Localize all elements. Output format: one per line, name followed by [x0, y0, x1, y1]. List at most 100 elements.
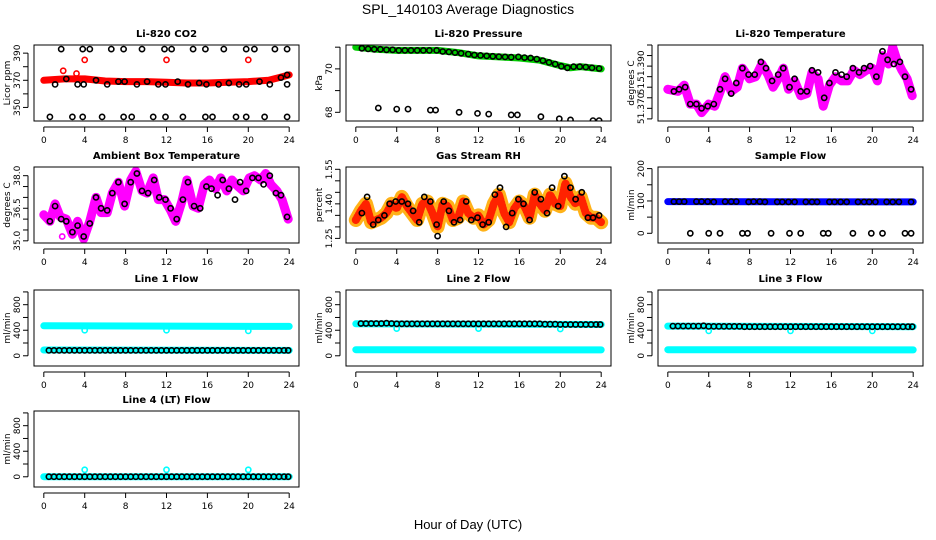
data-point — [785, 198, 792, 206]
data-point — [496, 184, 504, 192]
data-point — [721, 198, 729, 205]
x-tick-label: 0 — [41, 258, 47, 268]
data-point — [675, 85, 683, 93]
x-tick-label: 24 — [283, 502, 295, 512]
data-point — [415, 218, 423, 226]
data-point — [260, 180, 267, 188]
panel-title: Line 4 (LT) Flow — [122, 395, 210, 406]
y-axis: 1.25 1.40 1.55 — [325, 159, 341, 248]
plot-frame — [33, 44, 300, 122]
data-point — [716, 229, 724, 237]
panel-7: Line 2 Flow ml/min 0 4 8 12 16 20 24 0 400 800 — [315, 274, 612, 391]
data-point — [283, 213, 291, 221]
data-point — [554, 202, 562, 210]
data-point — [420, 193, 428, 201]
data-point — [791, 75, 798, 83]
data-point — [121, 78, 128, 85]
data-point — [425, 47, 433, 54]
data-point — [507, 111, 515, 119]
data-point — [393, 105, 401, 113]
data-point — [589, 214, 597, 222]
x-tick-label: 12 — [473, 381, 484, 391]
data-point — [280, 473, 288, 481]
y-tick-label: 100 — [637, 192, 647, 209]
data-point — [92, 76, 100, 84]
data-point — [248, 174, 256, 182]
data-point — [837, 198, 844, 206]
panel-title: Line 1 Flow — [135, 274, 199, 285]
data-point — [596, 321, 604, 328]
x-tick-label: 12 — [473, 136, 484, 146]
data-point — [786, 229, 793, 237]
x-tick-label: 24 — [283, 258, 295, 268]
data-point — [495, 53, 503, 61]
data-point — [277, 74, 285, 81]
data-point — [866, 62, 874, 70]
plot-area — [40, 45, 293, 121]
data-point — [854, 198, 862, 206]
y-axis: 0 400 800 — [325, 291, 341, 359]
data-point — [409, 207, 417, 215]
data-point — [150, 176, 158, 184]
data-point — [209, 113, 216, 121]
data-point — [398, 198, 406, 205]
data-point — [383, 46, 390, 54]
y-tick-label: 800 — [13, 296, 23, 313]
y-tick-label: 350 — [13, 99, 23, 116]
panel-title: Line 2 Flow — [447, 274, 511, 285]
data-point — [201, 113, 209, 121]
data-point — [595, 65, 603, 72]
data-point — [184, 178, 192, 186]
y-tick-label: 35.0 — [13, 231, 23, 251]
data-point — [551, 60, 559, 68]
y-tick-label: 70 — [325, 63, 335, 75]
data-point — [507, 53, 515, 61]
data-point — [62, 75, 70, 83]
data-point — [732, 198, 740, 205]
data-point — [184, 81, 192, 88]
data-point — [86, 45, 94, 53]
data-point — [710, 198, 718, 206]
panel-1: Li-820 Pressure kPa 0 4 8 12 16 20 24 68 70 — [315, 29, 612, 146]
data-point — [808, 66, 816, 74]
data-point — [195, 79, 203, 87]
data-point — [363, 193, 371, 201]
data-point — [433, 221, 440, 228]
data-point — [154, 81, 162, 88]
x-tick-label: 8 — [123, 258, 129, 268]
data-point — [179, 196, 187, 203]
data-point — [489, 52, 497, 60]
x-tick-label: 8 — [435, 136, 441, 146]
data-point — [907, 85, 915, 93]
data-point — [242, 45, 250, 53]
plot-frame — [33, 410, 300, 488]
plot-frame — [657, 289, 924, 367]
data-point — [802, 198, 810, 206]
data-point — [843, 198, 851, 206]
y-axis: 350 370 390 — [13, 44, 29, 116]
data-point — [162, 81, 169, 88]
data-point — [767, 229, 775, 237]
data-point — [686, 100, 694, 108]
x-tick-label: 4 — [82, 381, 88, 391]
x-tick-label: 0 — [665, 136, 671, 146]
data-point — [190, 202, 198, 210]
y-tick-label: 400 — [325, 321, 335, 338]
data-point — [774, 71, 782, 78]
data-point — [242, 113, 250, 121]
x-tick-label: 8 — [123, 502, 129, 512]
data-point — [168, 45, 175, 53]
data-point — [174, 78, 182, 85]
data-point — [849, 229, 857, 237]
data-point — [86, 220, 94, 227]
plot-area — [664, 322, 917, 354]
data-point — [242, 81, 250, 88]
data-point — [843, 73, 851, 81]
panel-title: Gas Stream RH — [436, 151, 521, 162]
x-tick-label: 12 — [473, 258, 484, 268]
data-point — [73, 70, 80, 77]
series-band-raw — [40, 71, 293, 87]
x-axis: 0 4 8 12 16 20 24 — [353, 248, 607, 268]
data-point — [779, 64, 787, 72]
